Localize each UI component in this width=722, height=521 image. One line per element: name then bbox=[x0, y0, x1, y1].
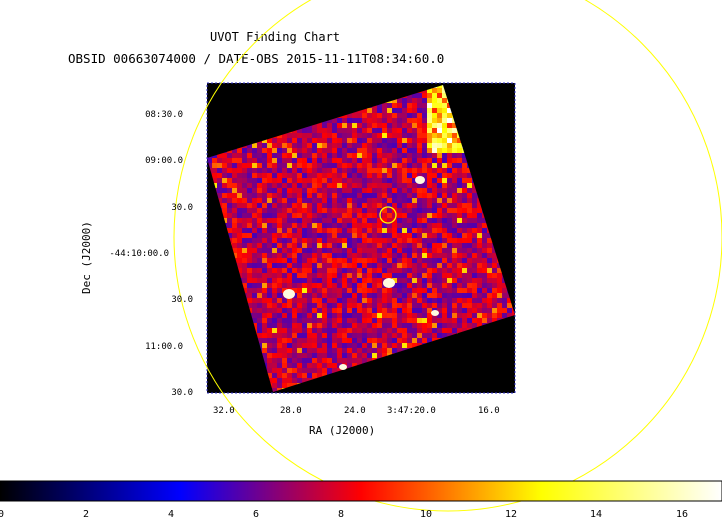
bright-source bbox=[283, 289, 295, 299]
colorbar-tick-label: 8 bbox=[338, 509, 345, 520]
colorbar-tick-label: 16 bbox=[676, 509, 689, 520]
colorbar-tick-label: 14 bbox=[590, 509, 603, 520]
colorbar-tick-label: 0 bbox=[0, 509, 5, 520]
x-tick-label: 3:47:20.0 bbox=[387, 406, 436, 416]
bright-source bbox=[415, 176, 425, 184]
bright-source bbox=[339, 364, 347, 370]
y-tick-label: 11:00.0 bbox=[145, 342, 183, 352]
x-tick-label: 28.0 bbox=[280, 406, 302, 416]
colorbar-tick-label: 12 bbox=[505, 509, 518, 520]
y-tick-label: -44:10:00.0 bbox=[109, 249, 169, 259]
y-tick-label: 30.0 bbox=[171, 295, 193, 305]
target-circle bbox=[379, 206, 397, 224]
chart-title: UVOT Finding Chart bbox=[209, 30, 341, 44]
bright-source bbox=[383, 278, 395, 288]
colorbar-tick-label: 6 bbox=[253, 509, 260, 520]
x-tick-label: 32.0 bbox=[213, 406, 235, 416]
frame-border bbox=[206, 82, 516, 394]
colorbar-tick-label: 4 bbox=[168, 509, 175, 520]
x-tick-label: 24.0 bbox=[344, 406, 366, 416]
y-tick-label: 30.0 bbox=[171, 388, 193, 398]
colorbar-tick-label: 2 bbox=[83, 509, 90, 520]
y-tick-label: 30.0 bbox=[171, 203, 193, 213]
x-axis-label: RA (J2000) bbox=[309, 424, 376, 437]
fov-circle bbox=[173, 0, 722, 512]
x-tick-label: 16.0 bbox=[478, 406, 500, 416]
colorbar-tick-label: 10 bbox=[420, 509, 433, 520]
bright-source bbox=[431, 310, 439, 316]
y-tick-label: 08:30.0 bbox=[145, 110, 183, 120]
colorbar bbox=[0, 480, 722, 502]
chart-subtitle: OBSID 00663074000 / DATE-OBS 2015-11-11T… bbox=[68, 51, 445, 66]
y-tick-label: 09:00.0 bbox=[145, 156, 183, 166]
